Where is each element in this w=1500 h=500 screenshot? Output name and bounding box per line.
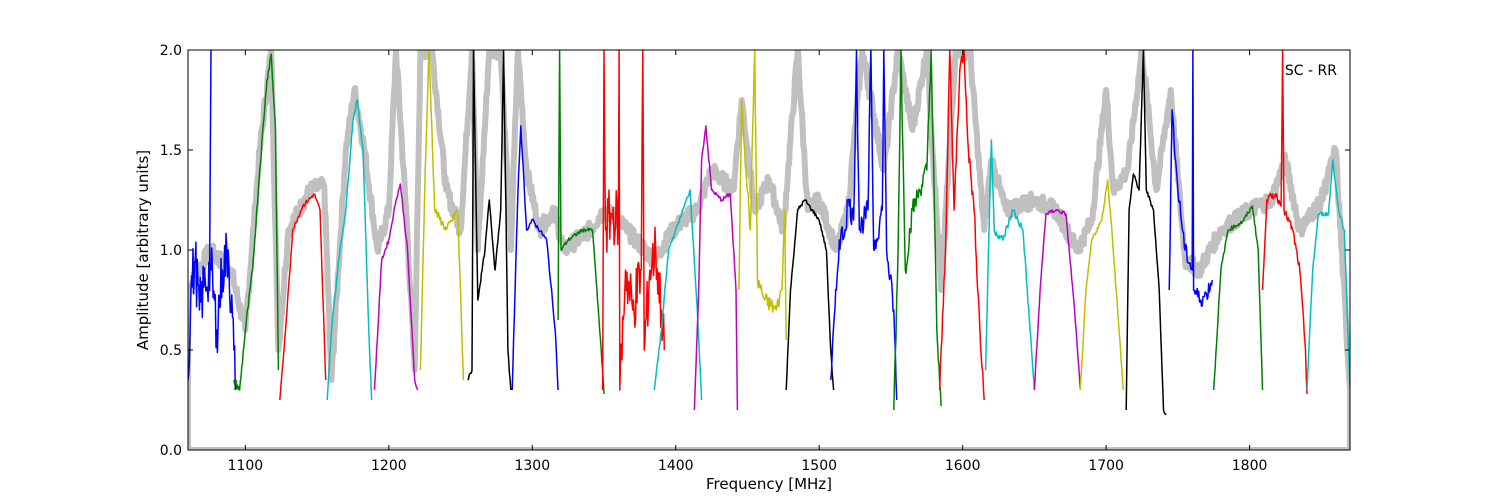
y-tick-label: 0.5 bbox=[160, 343, 182, 359]
band-series-line-12 bbox=[653, 189, 703, 401]
band-series-line-5 bbox=[326, 99, 373, 401]
band-series-line-15 bbox=[785, 199, 835, 391]
band-series-line-22 bbox=[1125, 50, 1167, 416]
x-tick-label: 1100 bbox=[228, 458, 264, 474]
band-series-line-23 bbox=[1168, 50, 1214, 307]
band-series-line-9 bbox=[511, 125, 559, 391]
y-tick-label: 2.0 bbox=[160, 43, 182, 59]
band-series-line-19 bbox=[984, 139, 1036, 391]
band-series-line-11 bbox=[601, 50, 666, 391]
y-tick-label: 1.0 bbox=[160, 243, 182, 259]
band-series-line-13 bbox=[693, 125, 739, 411]
x-tick-label: 1500 bbox=[801, 458, 837, 474]
band-series-line-8 bbox=[467, 50, 512, 391]
y-axis-label: Amplitude [arbitrary units] bbox=[134, 150, 152, 350]
band-series-line-26 bbox=[1306, 159, 1350, 391]
plot-background bbox=[188, 50, 1350, 450]
band-series-line-14 bbox=[738, 50, 787, 341]
background-envelope bbox=[188, 50, 1350, 450]
y-tick-label: 0.0 bbox=[160, 443, 182, 459]
band-series-line-17 bbox=[893, 50, 942, 411]
x-tick-label: 1200 bbox=[371, 458, 407, 474]
band-series-line-4 bbox=[279, 193, 327, 401]
y-tick-label: 1.5 bbox=[160, 143, 182, 159]
plot-area bbox=[188, 50, 1350, 450]
band-series-line-1 bbox=[188, 232, 237, 391]
x-tick-label: 1300 bbox=[514, 458, 550, 474]
x-tick-label: 1700 bbox=[1088, 458, 1124, 474]
band-series-line-7 bbox=[419, 50, 465, 381]
axis-ticks: 1100 1200 1300 1400 1500 1600 1700 1800 0.0 0.5 1.… bbox=[160, 43, 1350, 474]
band-series-line-2 bbox=[208, 50, 212, 291]
x-axis-label: Frequency [MHz] bbox=[706, 475, 832, 493]
band-series-line-16 bbox=[829, 50, 898, 401]
x-tick-label: 1600 bbox=[945, 458, 981, 474]
x-tick-label: 1800 bbox=[1232, 458, 1268, 474]
band-series-line-18 bbox=[938, 50, 985, 401]
band-series-line-21 bbox=[1079, 179, 1125, 391]
x-tick-label: 1400 bbox=[658, 458, 694, 474]
chart-annotation: SC - RR bbox=[1285, 63, 1337, 79]
band-series-line-24 bbox=[1212, 205, 1264, 391]
band-series-line-10 bbox=[557, 50, 605, 395]
band-series-line-3 bbox=[233, 53, 280, 391]
band-series-line-20 bbox=[1033, 209, 1082, 391]
band-series-line-25 bbox=[1261, 50, 1308, 395]
band-series-line-6 bbox=[373, 183, 419, 391]
